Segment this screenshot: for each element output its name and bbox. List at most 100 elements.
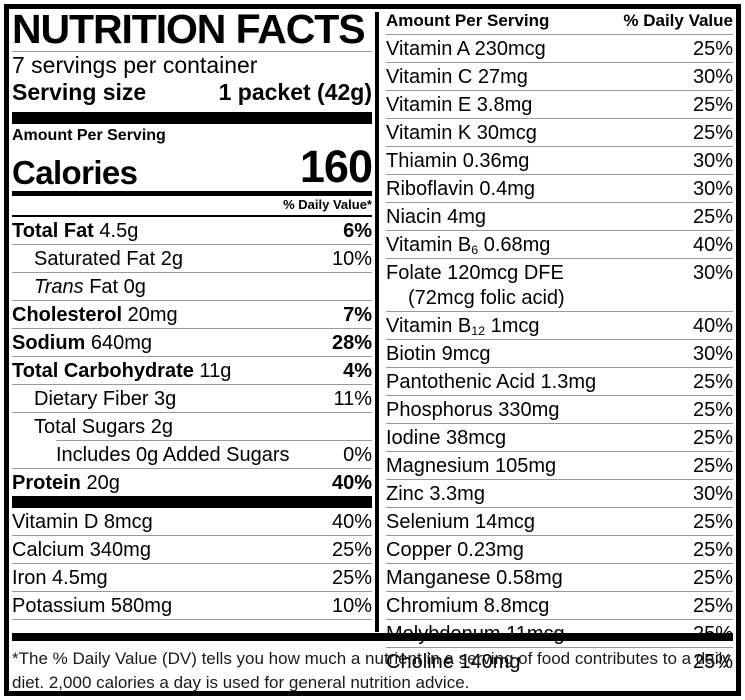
footnote-text: *The % Daily Value (DV) tells you how mu… xyxy=(12,649,731,693)
nutrient-name: Total Carbohydrate 11g xyxy=(12,359,232,382)
nutrient-amount: 340mg xyxy=(84,538,151,561)
daily-value-percent: 25% xyxy=(692,594,733,617)
nutrient-amount: 230mcg xyxy=(469,37,546,60)
right-daily-value-header: % Daily Value xyxy=(623,11,733,30)
nutrient-name: Calcium 340mg xyxy=(12,538,151,561)
nutrient-row: Pantothenic Acid 1.3mg 25% xyxy=(386,368,733,395)
nutrient-name: Thiamin 0.36mg xyxy=(386,149,530,172)
nutrient-amount: 14mcg xyxy=(469,510,535,533)
nutrient-amount: 30mcg xyxy=(471,121,537,144)
daily-value-percent: 30% xyxy=(692,65,733,88)
nutrient-row: Vitamin K 30mcg 25% xyxy=(386,119,733,146)
nutrient-name: Manganese 0.58mg xyxy=(386,566,563,589)
daily-value-percent: 25% xyxy=(692,121,733,144)
nutrient-row: Vitamin E 3.8mg 25% xyxy=(386,91,733,118)
row-separator xyxy=(12,534,372,536)
nutrient-name: Iron 4.5mg xyxy=(12,566,108,589)
nutrient-row: Vitamin B12 1mcg 40% xyxy=(386,312,733,339)
row-separator xyxy=(12,327,372,329)
nutrient-name: Dietary Fiber 3g xyxy=(34,387,177,410)
serving-size-label: Serving size xyxy=(12,78,147,105)
row-separator xyxy=(386,506,733,508)
daily-value-percent: 25% xyxy=(331,566,372,589)
nutrient-name: Vitamin B12 1mcg xyxy=(386,314,540,338)
nutrient-row: Cholesterol 20mg 7% xyxy=(12,301,372,328)
nutrient-row: Thiamin 0.36mg 30% xyxy=(386,147,733,174)
nutrient-name: Biotin 9mcg xyxy=(386,342,491,365)
daily-value-percent: 11% xyxy=(333,387,372,410)
amount-per-serving-label: Amount Per Serving xyxy=(12,126,166,144)
nutrient-row: Manganese 0.58mg 25% xyxy=(386,564,733,591)
row-separator xyxy=(12,355,372,357)
row-separator xyxy=(56,439,372,441)
nutrient-amount: 105mg xyxy=(489,454,557,477)
daily-value-percent: 30% xyxy=(692,177,733,200)
nutrient-row: Biotin 9mcg 30% xyxy=(386,340,733,367)
nutrient-continuation: (72mcg folic acid) xyxy=(408,286,565,309)
row-separator xyxy=(12,383,372,385)
calories-rule xyxy=(12,191,372,197)
nutrient-row: Sodium 640mg 28% xyxy=(12,329,372,356)
nutrient-amount: 9mcg xyxy=(436,342,491,365)
nutrient-row: Phosphorus 330mg 25% xyxy=(386,396,733,423)
daily-value-percent: 25% xyxy=(692,510,733,533)
daily-value-percent: 30% xyxy=(692,149,733,172)
row-separator xyxy=(386,590,733,592)
daily-value-percent: 30% xyxy=(692,482,733,505)
daily-value-percent: 28% xyxy=(331,331,372,354)
nutrient-name: Riboflavin 0.4mg xyxy=(386,177,535,200)
daily-value-percent: 25% xyxy=(692,398,733,421)
nutrient-amount: 8.8mcg xyxy=(478,594,550,617)
nutrient-name: Zinc 3.3mg xyxy=(386,482,485,505)
title-rule xyxy=(12,50,372,52)
right-column: Amount Per Serving % Daily Value Vitamin… xyxy=(386,11,733,675)
nutrient-name: Magnesium 105mg xyxy=(386,454,557,477)
nutrient-amount: 1mcg xyxy=(485,314,540,337)
nutrient-name: Phosphorus 330mg xyxy=(386,398,560,421)
nutrient-row: Selenium 14mcg 25% xyxy=(386,508,733,535)
nutrient-amount: 0.4mg xyxy=(473,177,535,200)
row-separator xyxy=(386,646,733,648)
nutrient-amount: 2g xyxy=(155,247,183,270)
nutrient-amount: 11g xyxy=(193,359,232,382)
column-divider xyxy=(375,12,379,632)
nutrient-row: Copper 0.23mg 25% xyxy=(386,536,733,563)
daily-value-percent: 4% xyxy=(343,359,372,382)
right-header-rule xyxy=(386,33,733,35)
main-nutrient-list: Total Fat 4.5g 6% Saturated Fat 2g 10% Trans… xyxy=(12,217,372,496)
daily-value-percent: 40% xyxy=(692,314,733,337)
row-separator xyxy=(12,299,372,301)
daily-value-rule xyxy=(12,214,372,217)
right-nutrient-list: Vitamin A 230mcg 25% Vitamin C 27mg 30% Vita… xyxy=(386,35,733,675)
nutrient-row: Trans Fat 0g xyxy=(12,273,372,300)
nutrient-amount: 330mg xyxy=(492,398,560,421)
row-separator xyxy=(386,173,733,175)
nutrient-name: Iodine 38mcg xyxy=(386,426,507,449)
nutrient-name: Trans Fat 0g xyxy=(34,275,146,298)
nutrient-row: Saturated Fat 2g 10% xyxy=(12,245,372,272)
nutrient-row: Iodine 38mcg 25% xyxy=(386,424,733,451)
nutrient-name: Pantothenic Acid 1.3mg xyxy=(386,370,597,393)
nutrient-row: Niacin 4mg 25% xyxy=(386,203,733,230)
daily-value-percent: 25% xyxy=(692,93,733,116)
row-separator xyxy=(386,89,733,91)
nutrient-row: Magnesium 105mg 25% xyxy=(386,452,733,479)
nutrient-row: Chromium 8.8mcg 25% xyxy=(386,592,733,619)
nutrient-amount: 0.23mg xyxy=(451,538,524,561)
left-column: NUTRITION FACTS 7 servings per container… xyxy=(12,9,373,620)
row-separator xyxy=(12,618,372,620)
daily-value-percent: 40% xyxy=(331,510,372,533)
daily-value-percent: 25% xyxy=(692,650,733,673)
calories-label: Calories xyxy=(12,153,138,191)
row-separator xyxy=(12,590,372,592)
nutrient-name: Niacin 4mg xyxy=(386,205,487,228)
row-separator xyxy=(12,243,372,245)
panel-border xyxy=(4,4,741,696)
nutrient-name: Includes 0g Added Sugars xyxy=(56,443,290,466)
row-separator xyxy=(386,201,733,203)
calories-section-bar xyxy=(12,111,372,124)
nutrient-name: Vitamin A 230mcg xyxy=(386,37,546,60)
nutrient-row: Potassium 580mg 10% xyxy=(12,592,372,619)
row-separator xyxy=(12,467,372,469)
